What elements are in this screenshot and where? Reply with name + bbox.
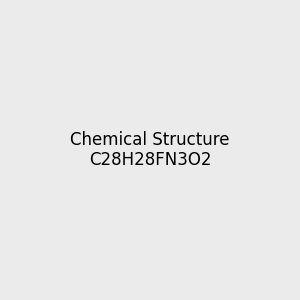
Text: Chemical Structure
C28H28FN3O2: Chemical Structure C28H28FN3O2	[70, 130, 230, 170]
